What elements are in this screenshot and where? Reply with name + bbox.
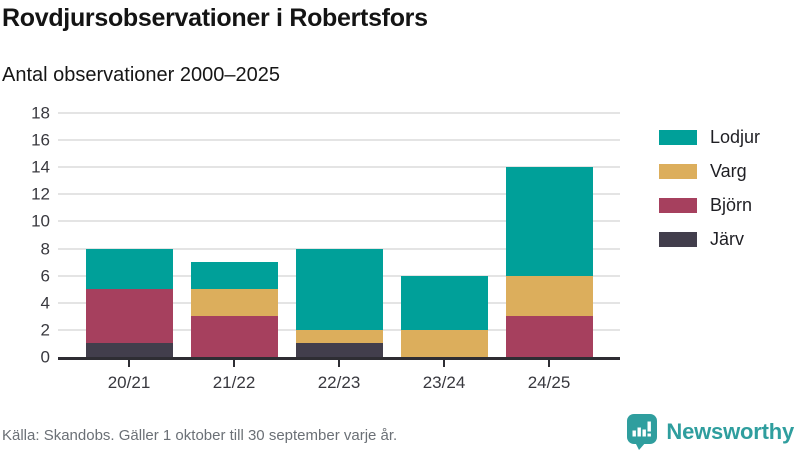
gridline-y-16	[58, 139, 620, 142]
x-tick-label-24-25: 24/25	[527, 373, 571, 392]
bar-segment-lodjur-22-23	[295, 248, 383, 330]
legend-label-björn: Björn	[710, 195, 753, 215]
newsworthy-wordmark: Newsworthy	[666, 418, 794, 444]
y-axis: 0 2 4 6 8 10 12 14 16 18	[0, 105, 50, 366]
y-tick-label-0: 0	[40, 347, 50, 367]
bar-segment-lodjur-24-25	[505, 167, 593, 276]
x-tick-label-22-23: 22/23	[317, 373, 361, 392]
bar-segment-lodjur-23-24	[400, 275, 488, 330]
x-tick-label-23-24: 23/24	[422, 373, 466, 392]
bar-segment-varg-23-24	[400, 329, 488, 357]
legend-item-lodjur: Lodjur	[659, 127, 760, 148]
source-note: Källa: Skandobs. Gäller 1 oktober till 3…	[2, 427, 398, 444]
bar-segment-björn-20-21	[85, 289, 173, 344]
x-tick-label-20-21: 20/21	[107, 373, 151, 392]
gridline-y-18	[58, 112, 620, 114]
y-tick-label-18: 18	[31, 103, 50, 123]
y-tick-label-10: 10	[31, 211, 50, 231]
bar-segment-varg-24-25	[505, 275, 593, 317]
legend-label-järv: Järv	[710, 229, 745, 249]
legend-label-varg: Varg	[710, 161, 747, 181]
x-tick-21-22	[233, 360, 235, 367]
bar-segment-lodjur-20-21	[85, 248, 173, 290]
bar-segment-lodjur-21-22	[190, 262, 278, 290]
y-tick-label-6: 6	[40, 266, 50, 286]
bar-segment-järv-22-23	[295, 343, 383, 357]
bar-segment-varg-21-22	[190, 289, 278, 317]
legend-swatch-varg	[659, 164, 697, 179]
gridline-y-10	[58, 220, 620, 223]
bar-segment-järv-20-21	[85, 343, 173, 357]
bar-segment-varg-22-23	[295, 329, 383, 344]
x-tick-22-23	[338, 360, 340, 367]
bar-segment-björn-21-22	[190, 316, 278, 357]
bar-segment-björn-24-25	[505, 316, 593, 357]
chart-title: Rovdjursobservationer i Robertsfors	[2, 4, 428, 32]
legend-swatch-lodjur	[659, 130, 697, 145]
newsworthy-logo: Newsworthy	[626, 413, 794, 450]
legend-swatch-järv	[659, 232, 697, 247]
legend-label-lodjur: Lodjur	[710, 127, 761, 147]
y-tick-label-12: 12	[31, 184, 50, 204]
y-tick-label-16: 16	[31, 130, 50, 150]
legend-item-varg: Varg	[659, 161, 760, 182]
x-tick-23-24	[443, 360, 445, 367]
y-tick-label-2: 2	[40, 320, 50, 340]
gridline-y-12	[58, 193, 620, 196]
gridline-y-8	[58, 247, 620, 250]
y-tick-label-8: 8	[40, 239, 50, 259]
chart-subtitle: Antal observationer 2000–2025	[2, 64, 280, 86]
x-tick-label-21-22: 21/22	[212, 373, 256, 392]
gridline-y-14	[58, 166, 620, 169]
y-tick-label-14: 14	[31, 157, 50, 177]
x-tick-24-25	[548, 360, 550, 367]
plot-area: 20/21 21/22 22/23 23/24 24/25	[58, 112, 620, 392]
legend: Lodjur Varg Björn Järv	[659, 127, 760, 250]
legend-swatch-björn	[659, 198, 697, 213]
y-tick-label-4: 4	[40, 293, 50, 313]
legend-item-järv: Järv	[659, 229, 760, 250]
x-tick-20-21	[128, 360, 130, 367]
newsworthy-icon	[627, 414, 658, 450]
legend-item-björn: Björn	[659, 195, 760, 216]
